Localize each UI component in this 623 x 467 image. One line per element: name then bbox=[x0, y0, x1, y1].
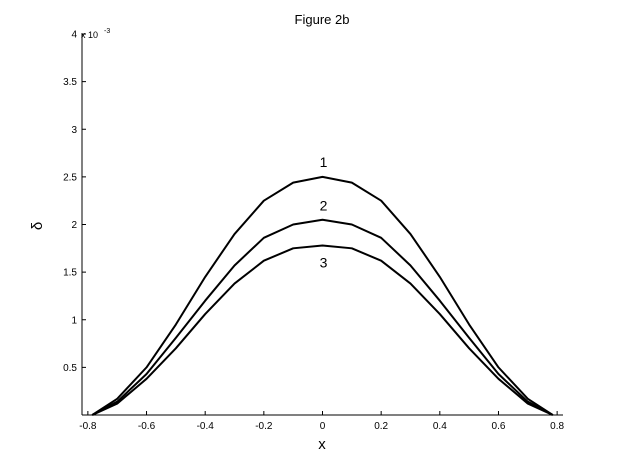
x-tick-label: -0.2 bbox=[255, 421, 273, 432]
y-tick-label: 2 bbox=[71, 220, 77, 231]
x-tick-label: 0 bbox=[320, 421, 326, 432]
y-tick-label: 0.5 bbox=[63, 363, 77, 374]
series-line-3 bbox=[91, 244, 554, 416]
x-axis-label: x bbox=[318, 436, 326, 453]
y-axis-ticks: 0.5 1 1.5 2 2.5 3 3.5 4 bbox=[63, 30, 86, 374]
chart-title: Figure 2b bbox=[295, 12, 350, 27]
series-label-3: 3 bbox=[320, 254, 328, 270]
y-axis-label: δ bbox=[29, 222, 46, 230]
x-tick-label: 0.2 bbox=[374, 421, 388, 432]
series-label-2: 2 bbox=[320, 198, 328, 214]
x-tick-label: -0.8 bbox=[79, 421, 97, 432]
y-tick-label: 3.5 bbox=[63, 77, 77, 88]
x-tick-label: -0.6 bbox=[138, 421, 156, 432]
series-line-1 bbox=[91, 175, 554, 416]
y-tick-label: 1.5 bbox=[63, 268, 77, 279]
y-tick-label: 3 bbox=[71, 125, 77, 136]
y-tick-label: 4 bbox=[71, 30, 77, 41]
y-tick-label: 2.5 bbox=[63, 172, 77, 183]
x-axis-ticks: -0.8 -0.6 -0.4 -0.2 0 0.2 0.4 0.6 0.8 bbox=[79, 411, 565, 432]
y-axis-multiplier: x 10 -3 bbox=[81, 28, 110, 40]
x-tick-label: 0.8 bbox=[550, 421, 564, 432]
x-tick-label: -0.4 bbox=[197, 421, 215, 432]
series-group: 1 2 3 bbox=[91, 154, 554, 416]
y-tick-label: 1 bbox=[71, 315, 77, 326]
y-axis-multiplier-base: x 10 bbox=[81, 30, 98, 40]
x-tick-label: 0.4 bbox=[433, 421, 447, 432]
series-line-2 bbox=[91, 218, 554, 416]
x-tick-label: 0.6 bbox=[492, 421, 506, 432]
y-axis-multiplier-exponent: -3 bbox=[104, 28, 110, 35]
series-label-1: 1 bbox=[320, 154, 328, 170]
